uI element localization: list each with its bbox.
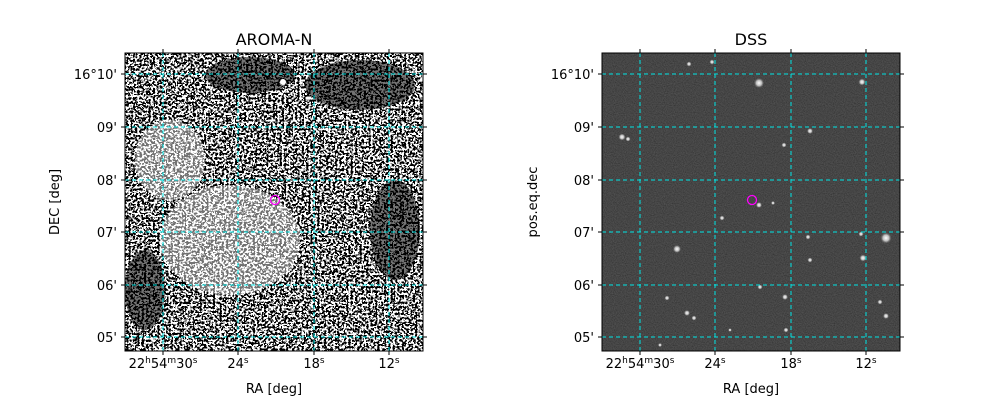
aroma-n-target-marker	[269, 194, 281, 206]
star	[728, 328, 732, 332]
star	[858, 78, 866, 86]
y-tick-label: 06'	[574, 279, 594, 294]
y-tick-label: 06'	[97, 279, 117, 294]
star	[664, 295, 670, 301]
dss-stars	[618, 59, 892, 347]
star	[757, 284, 763, 290]
y-tick-label: 09'	[97, 121, 117, 136]
aroma-n-panel: 22h54m30s 24s 18s 12s16°10'09'08'07'06'05' …	[48, 30, 427, 397]
star	[807, 257, 813, 263]
x-tick-label: 18s	[303, 356, 325, 372]
aroma-n-grid	[125, 53, 423, 351]
y-tick-label: 16°10'	[74, 68, 117, 83]
y-tick-label: 09'	[574, 121, 594, 136]
y-tick-label: 16°10'	[551, 68, 594, 83]
star	[805, 234, 811, 240]
star	[709, 59, 715, 65]
y-tick-label: 05'	[97, 331, 117, 346]
dss-y-axis-label: pos.eq.dec	[526, 167, 541, 238]
aroma-n-frame	[124, 52, 424, 352]
star	[691, 315, 697, 321]
dss-frame	[601, 52, 901, 352]
dss-title: DSS	[735, 30, 768, 49]
star	[658, 343, 662, 347]
x-tick-label: 12s	[855, 356, 877, 372]
y-tick-label: 08'	[97, 174, 117, 189]
star	[782, 294, 788, 300]
y-tick-label: 07'	[97, 226, 117, 241]
aroma-n-dark-regions	[125, 57, 420, 330]
aroma-n-bright-spot	[280, 79, 286, 85]
x-tick-label: 22h54m30s	[129, 356, 198, 372]
aroma-n-x-axis-label: RA [deg]	[246, 382, 302, 397]
x-tick-label: 18s	[780, 356, 802, 372]
aroma-n-y-axis-label: DEC [deg]	[48, 169, 63, 235]
aroma-n-title: AROMA-N	[236, 30, 313, 49]
x-tick-label: 22h54m30s	[606, 356, 675, 372]
dss-grid	[602, 53, 900, 351]
star	[781, 142, 787, 148]
star	[625, 136, 631, 142]
y-tick-label: 07'	[574, 226, 594, 241]
star	[859, 254, 867, 262]
dss-image-noise	[602, 53, 900, 351]
star	[807, 128, 813, 134]
x-tick-label: 12s	[378, 356, 400, 372]
star	[877, 299, 883, 305]
y-tick-label: 05'	[574, 331, 594, 346]
star	[719, 215, 725, 221]
dss-ticks: 22h54m30s 24s 18s 12s 16°10' 09' 08' 07' 06' 05'	[551, 49, 904, 372]
dss-x-axis-label: RA [deg]	[723, 382, 779, 397]
star	[686, 61, 692, 67]
dss-target-marker	[746, 194, 758, 206]
star	[754, 78, 764, 88]
x-tick-label: 24s	[704, 356, 726, 372]
star	[618, 133, 626, 141]
star	[771, 201, 775, 205]
x-tick-label: 24s	[227, 356, 249, 372]
star	[756, 202, 762, 208]
star	[684, 310, 690, 316]
star	[783, 327, 789, 333]
y-tick-label: 08'	[574, 174, 594, 189]
aroma-n-ticks: 22h54m30s 24s 18s 12s 16°10' 09' 08' 07' 06' 05'	[74, 49, 427, 372]
star	[880, 232, 892, 244]
star	[883, 313, 889, 319]
star	[858, 231, 864, 237]
aroma-n-light-regions	[135, 120, 300, 295]
dss-panel: 22h54m30s 24s 18s 12s16°10'09'08'07'06'05' …	[526, 30, 904, 397]
star	[673, 245, 681, 253]
